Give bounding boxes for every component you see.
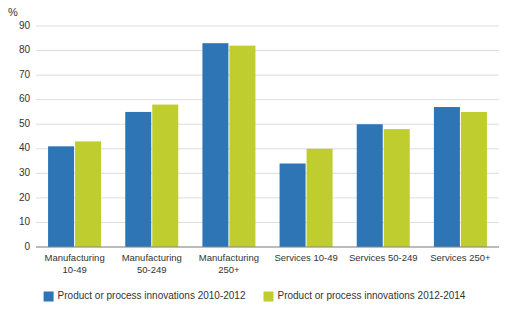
bar <box>384 129 410 247</box>
x-tick-label: Services 10-49 <box>274 252 337 263</box>
x-tick-label-line: Manufacturing <box>44 252 104 263</box>
bar <box>434 107 460 247</box>
bar <box>461 112 487 247</box>
legend-item: Product or process innovations 2012-2014 <box>264 290 466 301</box>
bar <box>307 149 333 247</box>
legend-label: Product or process innovations 2010-2012 <box>58 290 246 301</box>
bar <box>229 46 255 247</box>
y-tick-label: 0 <box>24 241 30 252</box>
grid-line <box>36 247 499 248</box>
y-tick-label: 30 <box>19 167 31 178</box>
legend: Product or process innovations 2010-2012… <box>44 290 466 301</box>
grid-line <box>36 26 499 27</box>
x-tick-label-line: Services 50-249 <box>349 252 418 263</box>
grid-line <box>36 50 499 51</box>
grid-line <box>36 173 499 174</box>
legend-swatch <box>44 292 54 302</box>
bar <box>48 146 74 247</box>
x-tick-label: Manufacturing250+ <box>199 252 259 275</box>
y-tick-label: 20 <box>19 192 31 203</box>
x-tick-label-line: 10-49 <box>62 264 86 275</box>
y-tick-label: 50 <box>19 118 31 129</box>
bar <box>357 124 383 247</box>
y-tick-label: 60 <box>19 93 31 104</box>
bar <box>152 105 178 247</box>
x-tick-label-line: Services 10-49 <box>274 252 337 263</box>
bar <box>202 43 228 247</box>
legend-label: Product or process innovations 2012-2014 <box>278 290 466 301</box>
y-axis-label: % <box>8 6 18 18</box>
y-tick-label: 40 <box>19 142 31 153</box>
chart: Product or process innovations 2010-2012… <box>0 0 509 310</box>
grid-line <box>36 197 499 198</box>
x-tick-label-line: Services 250+ <box>430 252 491 263</box>
x-axis-line <box>36 247 499 248</box>
x-tick-label-line: 250+ <box>218 264 240 275</box>
y-axis: 0 10 20 30 40 50 60 70 80 90 <box>19 20 499 252</box>
x-tick-label: Manufacturing10-49 <box>44 252 104 275</box>
y-tick-label: 70 <box>19 69 31 80</box>
x-tick-label-line: 50-249 <box>137 264 167 275</box>
grid-line <box>36 124 499 125</box>
x-tick-label: Services 250+ <box>430 252 491 263</box>
grid-line <box>36 148 499 149</box>
grid-line <box>36 99 499 100</box>
bar <box>75 141 101 247</box>
y-tick-label: 90 <box>19 20 31 31</box>
legend-swatch <box>264 292 274 302</box>
bar <box>125 112 151 247</box>
y-tick-label: 10 <box>19 216 31 227</box>
x-axis: Manufacturing10-49Manufacturing50-249Man… <box>36 247 499 275</box>
legend-item: Product or process innovations 2010-2012 <box>44 290 246 301</box>
x-tick-label: Manufacturing50-249 <box>122 252 182 275</box>
grid-line <box>36 75 499 76</box>
grid-line <box>36 222 499 223</box>
bar <box>280 164 306 247</box>
x-tick-label-line: Manufacturing <box>122 252 182 263</box>
x-tick-label-line: Manufacturing <box>199 252 259 263</box>
x-tick-label: Services 50-249 <box>349 252 418 263</box>
bars <box>48 43 487 247</box>
y-tick-label: 80 <box>19 44 31 55</box>
